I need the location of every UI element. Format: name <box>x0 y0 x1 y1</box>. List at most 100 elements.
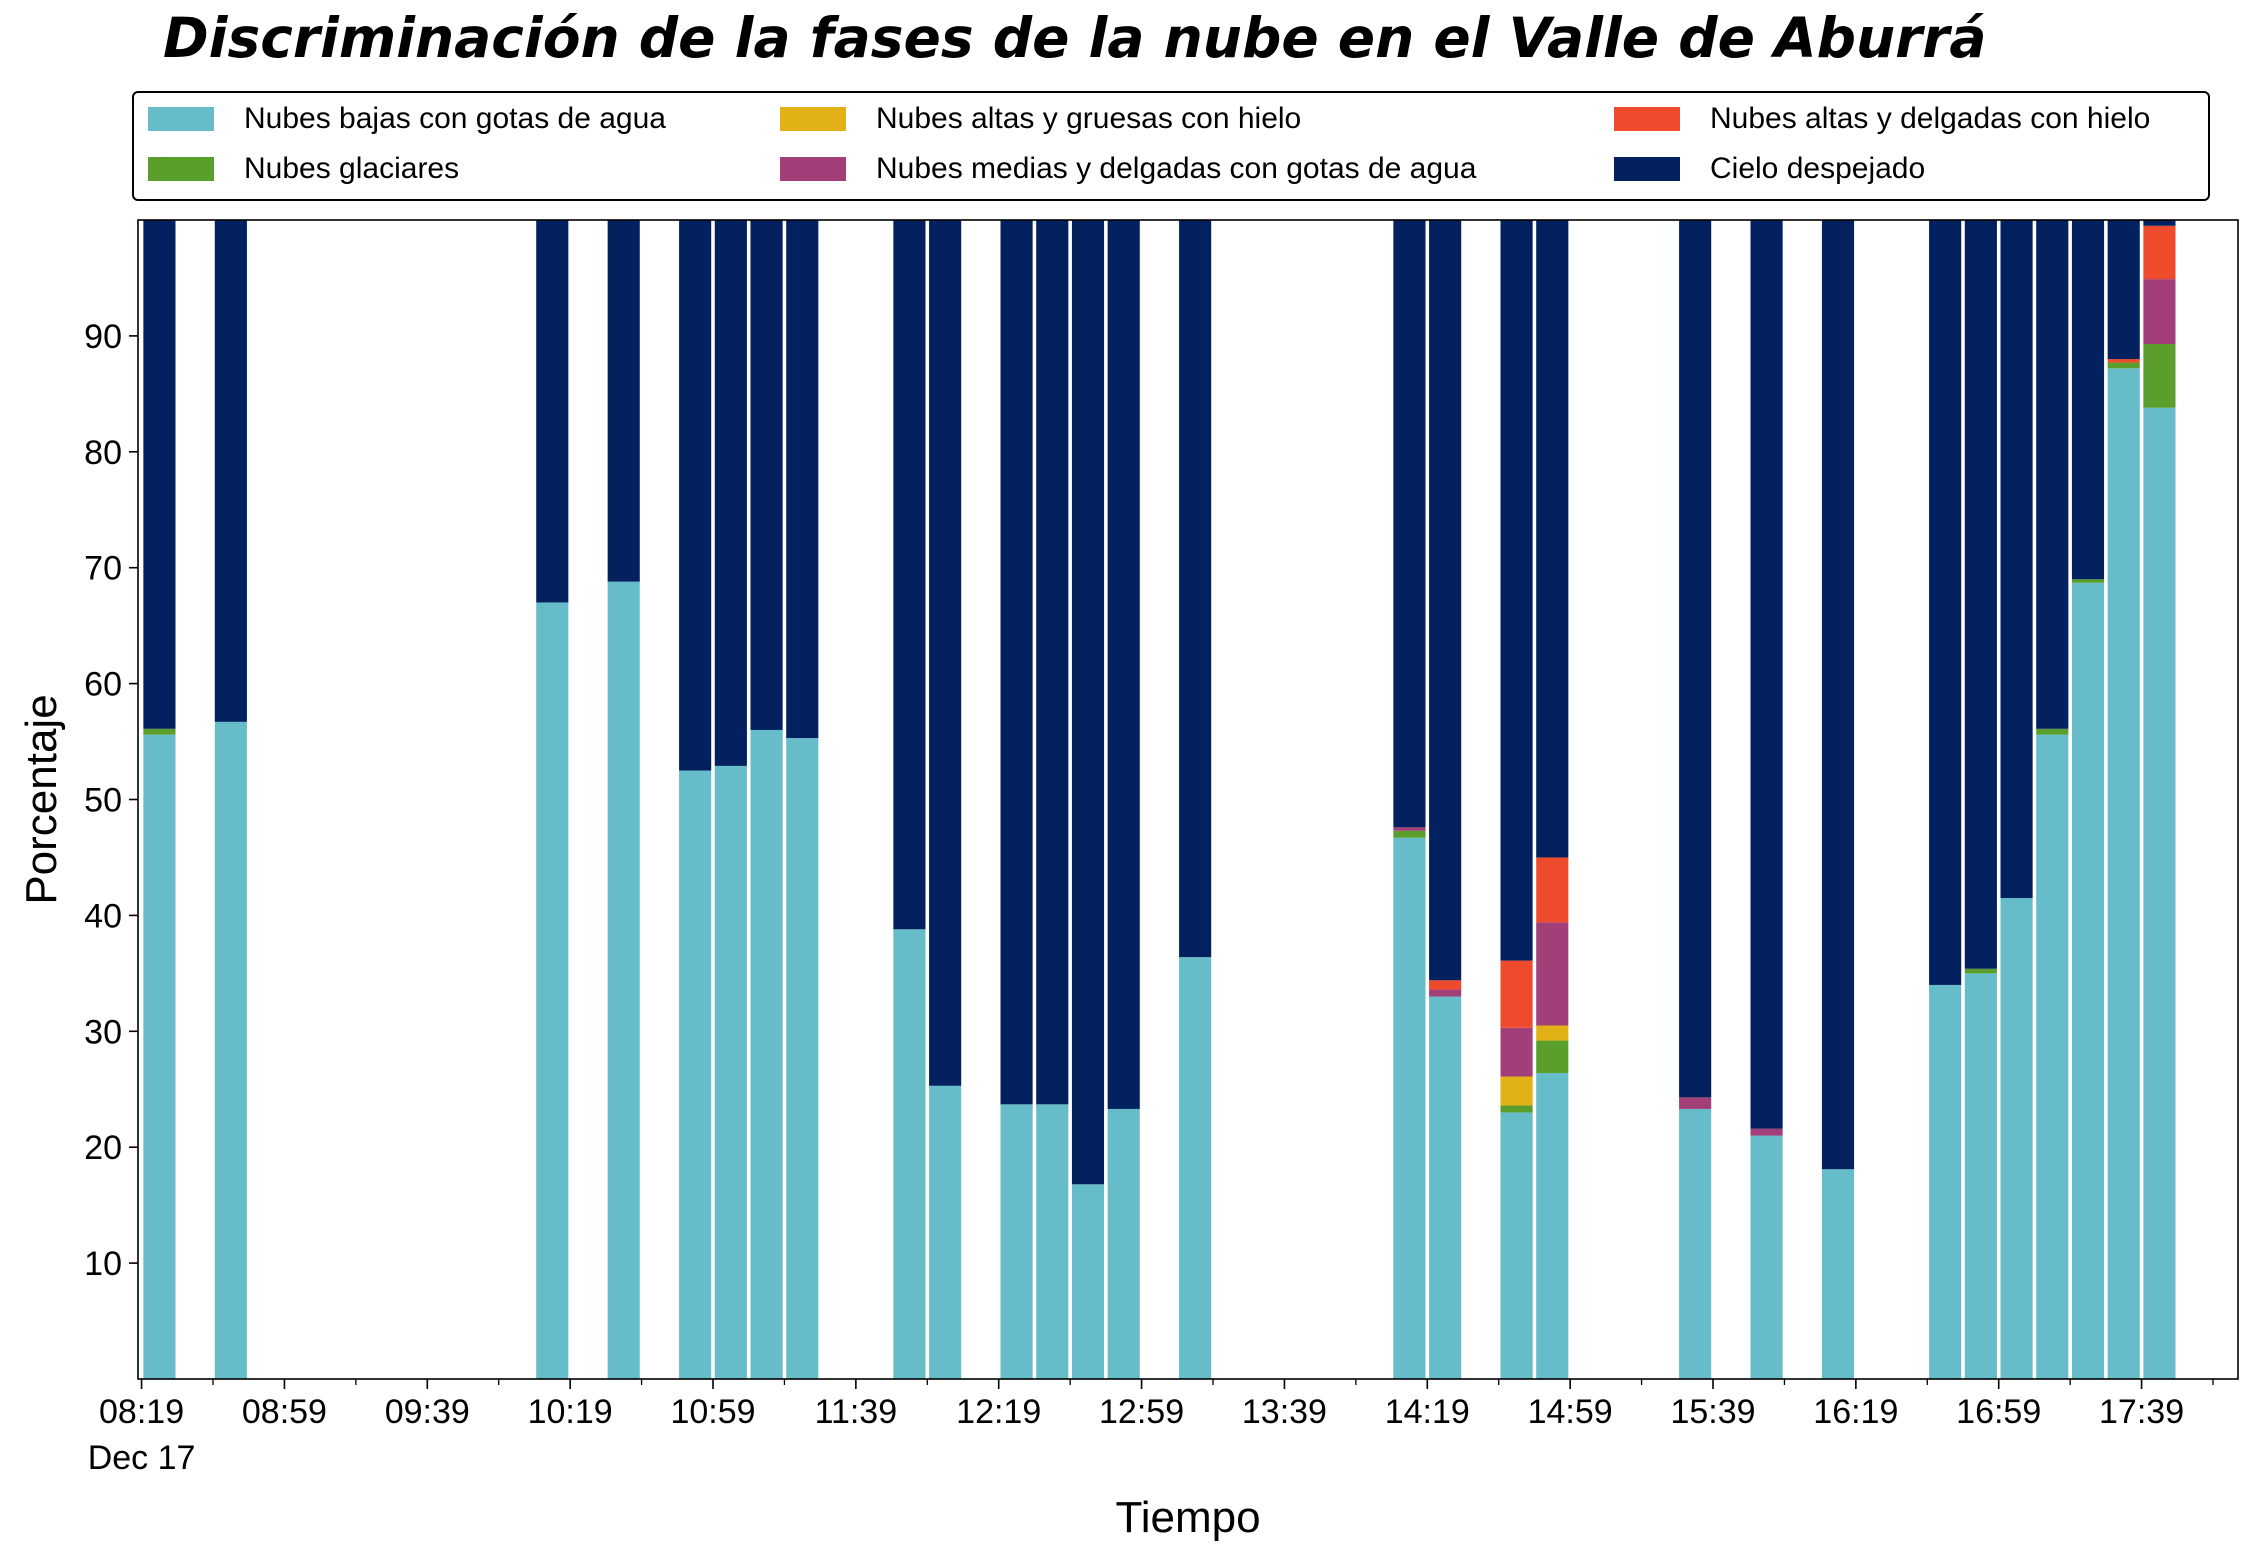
bar-segment <box>1929 984 1962 1379</box>
y-tick-label: 90 <box>84 318 122 356</box>
legend-item: Nubes altas y gruesas con hielo <box>780 99 1301 139</box>
legend-swatch <box>780 157 846 181</box>
bar-segment <box>714 220 747 766</box>
legend-item: Nubes glaciares <box>148 149 459 189</box>
bar-segment <box>1036 220 1069 1105</box>
bar-segment <box>1536 922 1569 1026</box>
bar-segment <box>893 929 926 1379</box>
y-tick-label: 80 <box>84 434 122 472</box>
x-tick-label: 08:59 <box>242 1393 327 1431</box>
bar-segment <box>679 220 712 771</box>
bar-segment <box>1536 857 1569 923</box>
bar-segment <box>1500 1105 1533 1113</box>
bar-segment <box>1679 220 1712 1098</box>
legend-label: Nubes altas y delgadas con hielo <box>1710 102 2151 135</box>
bar-segment <box>1536 1073 1569 1379</box>
bar-segment <box>1107 220 1140 1109</box>
bar-segment <box>214 220 247 722</box>
bars-group <box>143 220 2176 1380</box>
bar-segment <box>929 1085 962 1379</box>
bar-segment <box>1071 1184 1105 1379</box>
legend-label: Cielo despejado <box>1710 152 1926 185</box>
legend-swatch <box>780 107 846 131</box>
bar-segment <box>786 738 819 1379</box>
bar-segment <box>536 220 569 603</box>
legend-label: Nubes medias y delgadas con gotas de agu… <box>876 152 1477 185</box>
bar-segment <box>1393 837 1426 1379</box>
bar-segment <box>1429 996 1462 1379</box>
bar-segment <box>1179 220 1212 958</box>
x-tick-label: 12:59 <box>1099 1393 1184 1431</box>
bar-segment <box>1679 1108 1712 1379</box>
legend-swatch <box>1614 157 1680 181</box>
bar-segment <box>1036 1104 1069 1379</box>
x-tick-label: 11:39 <box>815 1393 898 1431</box>
x-tick-label: 13:39 <box>1242 1393 1327 1431</box>
legend-item: Nubes altas y delgadas con hielo <box>1614 99 2150 139</box>
bar-segment <box>1429 220 1462 981</box>
bar-segment <box>1500 220 1533 961</box>
x-tick-label: 10:19 <box>528 1393 613 1431</box>
x-tick-label: 12:19 <box>956 1393 1041 1431</box>
bar-segment <box>1429 980 1462 990</box>
bar-segment <box>2071 220 2105 580</box>
bar-segment <box>750 729 783 1379</box>
bar-segment <box>1536 1040 1569 1074</box>
bar-segment <box>1393 830 1426 838</box>
bar-segment <box>2143 225 2176 280</box>
y-tick-label: 40 <box>84 897 122 935</box>
y-tick-label: 50 <box>84 782 122 820</box>
bar-segment <box>2143 220 2176 226</box>
bar-segment <box>214 721 247 1379</box>
bar-segment <box>1750 1135 1783 1379</box>
x-tick-label: 16:59 <box>1956 1393 2041 1431</box>
y-tick-label: 10 <box>84 1245 122 1283</box>
bar-segment <box>2036 728 2069 735</box>
bar-segment <box>1679 1097 1712 1109</box>
bar-segment <box>1500 960 1533 1028</box>
legend-swatch <box>148 107 214 131</box>
x-tick-label: 08:19 <box>99 1393 184 1431</box>
bar-segment <box>2036 734 2069 1379</box>
x-tick-label: 09:39 <box>385 1393 470 1431</box>
bar-segment <box>1393 827 1426 831</box>
bar-segment <box>1750 1128 1783 1136</box>
x-tick-label: 14:19 <box>1385 1393 1470 1431</box>
bar-segment <box>893 220 926 930</box>
bar-segment <box>536 602 569 1379</box>
bar-segment <box>143 728 176 735</box>
legend-label: Nubes altas y gruesas con hielo <box>876 102 1302 135</box>
x-tick-label: 10:59 <box>670 1393 755 1431</box>
bar-segment <box>679 770 712 1379</box>
legend: Nubes bajas con gotas de agua Nubes glac… <box>132 91 2210 201</box>
y-tick-label: 70 <box>84 550 122 588</box>
y-tick-label: 60 <box>84 666 122 704</box>
y-tick-label: 20 <box>84 1129 122 1167</box>
bar-segment <box>1500 1076 1533 1106</box>
bar-segment <box>143 734 176 1379</box>
legend-item: Nubes medias y delgadas con gotas de agu… <box>780 149 1476 189</box>
legend-item: Cielo despejado <box>1614 149 1925 189</box>
x-tick-label: 16:19 <box>1813 1393 1898 1431</box>
x-tick-label: 15:39 <box>1670 1393 1755 1431</box>
bar-segment <box>1500 1027 1533 1077</box>
bar-segment <box>2000 898 2033 1379</box>
x-tick-label: 17:39 <box>2099 1393 2184 1431</box>
y-tick-label: 30 <box>84 1013 122 1051</box>
legend-label: Nubes glaciares <box>244 152 460 185</box>
bar-segment <box>1750 220 1783 1129</box>
bar-segment <box>1964 968 1997 974</box>
bar-segment <box>2107 359 2140 363</box>
bar-segment <box>1821 1169 1855 1379</box>
bar-segment <box>929 220 962 1086</box>
y-axis-label: Porcentaje <box>17 694 66 904</box>
bar-segment <box>2036 220 2069 729</box>
x-tick-sublabel: Dec 17 <box>88 1439 196 1477</box>
bar-segment <box>1000 1104 1033 1379</box>
bar-segment <box>1929 220 1962 985</box>
bar-segment <box>1429 989 1462 997</box>
bar-segment <box>2071 582 2105 1379</box>
bar-segment <box>1821 220 1855 1170</box>
bar-segment <box>2143 407 2176 1379</box>
